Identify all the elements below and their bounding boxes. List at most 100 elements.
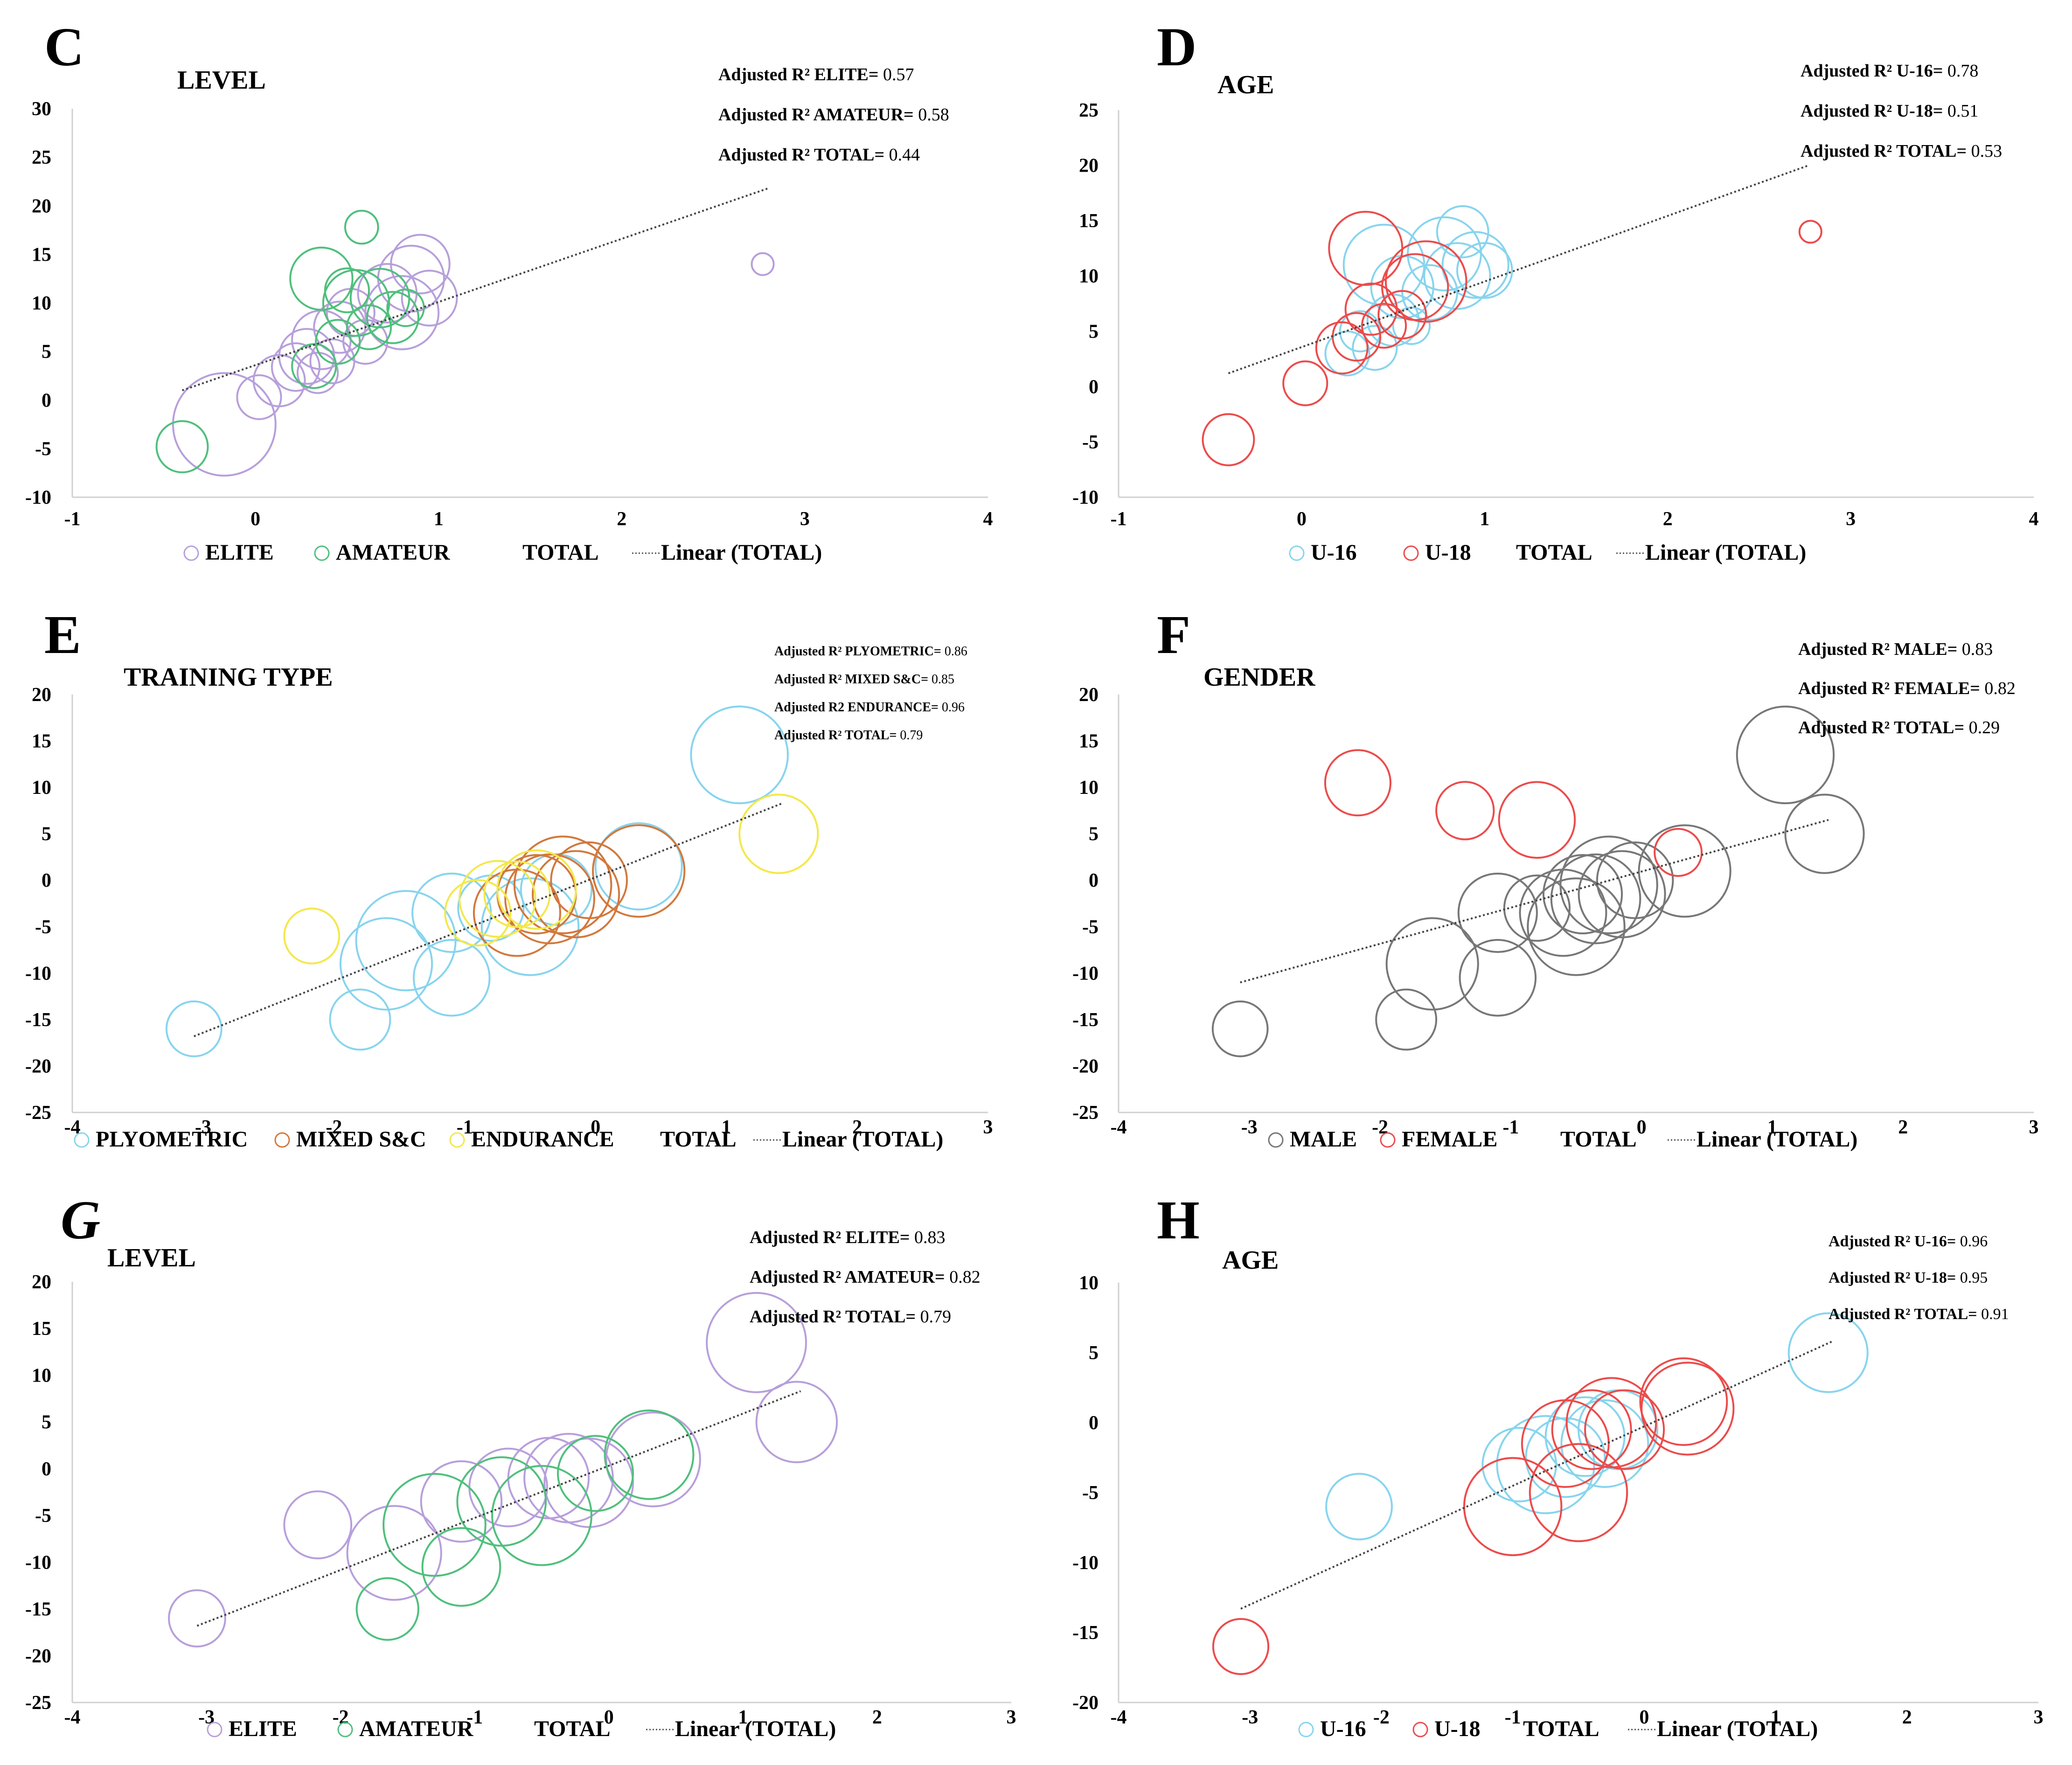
legend-label: AMATEUR [336, 540, 451, 565]
series-amateur [155, 209, 425, 473]
bubble [491, 1465, 592, 1566]
y-tick-label: 0 [1089, 870, 1099, 891]
series-elite [168, 1292, 838, 1647]
y-tick-label: -15 [1072, 1622, 1099, 1644]
x-tick-label: 0 [1297, 508, 1307, 530]
bubble [1441, 231, 1509, 299]
y-tick-label: -10 [25, 487, 51, 508]
y-tick-label: 20 [32, 195, 51, 217]
bubble [459, 860, 536, 938]
r2-annotation: Adjusted R² MALE= 0.83 [1798, 639, 1993, 659]
x-tick-label: -1 [1502, 1117, 1519, 1138]
bubble [480, 877, 580, 976]
legend-circle-icon [183, 545, 199, 561]
y-tick-label: 5 [42, 341, 51, 363]
legend-label: ELITE [205, 540, 274, 565]
bubble [550, 841, 628, 919]
bubble [1639, 1357, 1728, 1446]
y-tick-label: -15 [25, 1599, 51, 1620]
x-tick-label: -3 [1242, 1707, 1258, 1728]
bubble [1503, 874, 1571, 942]
r2-annotation: Adjusted R² TOTAL= 0.44 [718, 145, 920, 165]
x-tick-label: -2 [326, 1117, 342, 1138]
x-tick-label: 1 [738, 1707, 748, 1728]
r2-annotation: Adjusted R² PLYOMETRIC= 0.86 [774, 644, 967, 659]
x-tick-label: 2 [617, 508, 626, 530]
y-tick-label: 20 [1079, 155, 1099, 177]
y-tick-label: -5 [1082, 1482, 1099, 1504]
r2-annotation: Adjusted R² U-18= 0.95 [1829, 1269, 1988, 1286]
bubble [1436, 205, 1489, 258]
x-tick-label: 0 [250, 508, 260, 530]
panel-title: AGE [1217, 70, 1274, 99]
bubble [283, 907, 341, 965]
x-tick-label: 0 [604, 1707, 614, 1728]
bubble [1641, 1362, 1735, 1456]
legend-circle-icon [337, 1722, 353, 1737]
legend-label: TOTAL [1560, 1127, 1637, 1152]
legend-item: Linear (TOTAL) [1628, 1716, 1818, 1741]
bubble [421, 1527, 501, 1607]
legend-item: TOTAL [660, 1127, 737, 1152]
bubble [1529, 1443, 1628, 1543]
x-tick-label: 3 [800, 508, 810, 530]
y-tick-label: 10 [32, 1365, 51, 1386]
panel-title: AGE [1222, 1246, 1279, 1275]
y-tick-label: 20 [32, 1272, 51, 1293]
y-tick-label: 5 [42, 1412, 51, 1433]
y-tick-label: 10 [1079, 777, 1099, 799]
series-u-18 [1212, 1357, 1735, 1675]
bubble [346, 304, 392, 350]
legend-label: TOTAL [660, 1127, 737, 1152]
y-tick-label: -20 [1072, 1056, 1099, 1077]
y-tick-label: -10 [25, 1552, 51, 1573]
legend-item: Linear (TOTAL) [1616, 540, 1806, 565]
bubble [1784, 793, 1865, 874]
legend-circle-icon [1403, 545, 1419, 561]
y-tick-label: -10 [25, 963, 51, 984]
r2-annotation: Adjusted R² TOTAL= 0.29 [1798, 718, 2000, 737]
legend-item: PLYOMETRIC [74, 1127, 248, 1152]
legend-item: ELITE [207, 1716, 297, 1741]
legend-label: Linear (TOTAL) [1645, 540, 1806, 565]
bubble [1384, 240, 1467, 323]
legend-item: TOTAL [1560, 1127, 1637, 1152]
x-tick-label: -1 [1111, 508, 1127, 530]
panel-letter: C [44, 16, 84, 77]
bubble [420, 1460, 503, 1543]
x-tick-label: -2 [1372, 1117, 1388, 1138]
legend-circle-icon [449, 1132, 465, 1148]
legend-circle-icon [1380, 1132, 1396, 1148]
x-tick-label: 1 [434, 508, 444, 530]
y-tick-label: -5 [35, 438, 51, 460]
legend-item: U-16 [1298, 1716, 1366, 1741]
panel-letter: H [1157, 1189, 1200, 1251]
bubble [604, 1409, 695, 1500]
series-amateur [355, 1409, 695, 1641]
y-tick-label: 25 [1079, 100, 1099, 121]
x-tick-label: 2 [1663, 508, 1673, 530]
bubble [1584, 1389, 1665, 1470]
bubble [412, 938, 491, 1017]
x-tick-label: 1 [722, 1117, 731, 1138]
bubble [271, 342, 321, 392]
y-tick-label: -5 [1082, 431, 1099, 453]
y-tick-label: 0 [42, 1459, 51, 1480]
series-elite [172, 234, 775, 477]
legend-label: Linear (TOTAL) [782, 1127, 943, 1152]
legend-circle-icon [274, 1132, 290, 1148]
bubble [1459, 939, 1537, 1017]
bubble [1282, 360, 1328, 406]
x-tick-label: -3 [198, 1707, 215, 1728]
bubble [390, 234, 451, 295]
y-tick-label: -5 [35, 1505, 51, 1527]
bubble [1457, 872, 1538, 953]
series-u-18 [1202, 210, 1822, 466]
bubble [1325, 1473, 1393, 1541]
bubble [1202, 413, 1255, 466]
r2-annotation: Adjusted R² AMATEUR= 0.82 [750, 1267, 980, 1287]
y-tick-label: 20 [1079, 684, 1099, 706]
bubble [1578, 850, 1666, 938]
